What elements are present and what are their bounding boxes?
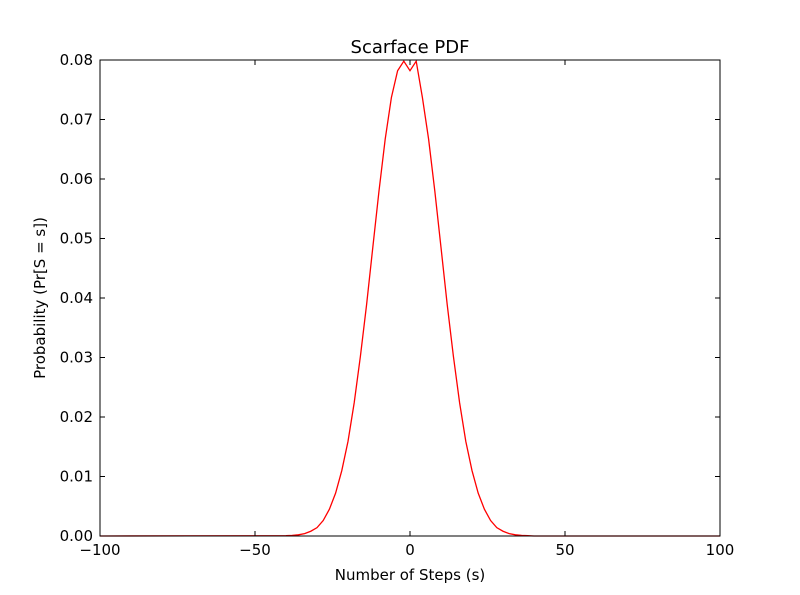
x-tick-label: −50 [239, 541, 271, 559]
x-axis-label: Number of Steps (s) [335, 566, 486, 584]
series-line [99, 59, 720, 537]
y-tick-label: 0.08 [60, 51, 93, 69]
y-tick-label: 0.05 [60, 230, 93, 248]
y-tick-label: 0.00 [60, 527, 93, 545]
y-tick-label: 0.04 [60, 289, 93, 307]
y-tick-label: 0.01 [60, 468, 93, 486]
y-tick-label: 0.03 [60, 349, 93, 367]
chart-title: Scarface PDF [351, 37, 470, 58]
tick-layer: −100 −50 0 50 100 0.00 0.01 0.02 0.03 0.04 0.05 0.0… [60, 51, 735, 559]
x-tick-label: 50 [555, 541, 574, 559]
x-tick-label: 100 [706, 541, 735, 559]
y-axis-label: Probability (Pr[S = s]) [31, 217, 49, 379]
y-tick-label: 0.07 [60, 111, 93, 129]
plot-frame [99, 59, 721, 537]
x-tick-label: 0 [405, 541, 415, 559]
x-tick-label: −100 [79, 541, 120, 559]
series-layer [99, 59, 720, 537]
plot-area [100, 60, 720, 536]
y-tick-label: 0.06 [60, 170, 93, 188]
y-tick-label: 0.02 [60, 408, 93, 426]
